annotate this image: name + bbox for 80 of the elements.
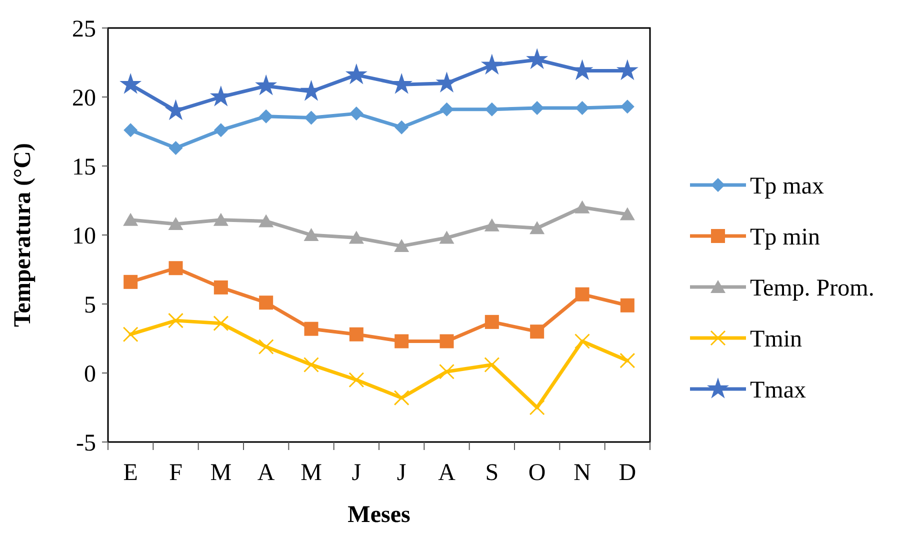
- y-axis-title: Temperatura (°C): [10, 142, 36, 328]
- point: [304, 322, 318, 336]
- legend-label: Tmax: [750, 377, 806, 404]
- y-tick-label: 0: [84, 361, 96, 388]
- point: [530, 101, 544, 116]
- point: [259, 296, 274, 310]
- point: [348, 372, 364, 388]
- x-axis-title: Meses: [348, 502, 410, 528]
- x-tick-label: J: [352, 460, 362, 486]
- point: [124, 274, 138, 289]
- point: [575, 101, 590, 116]
- y-tick-label: 20: [72, 85, 96, 112]
- point: [620, 352, 636, 368]
- point: [349, 106, 364, 121]
- y-tick-label: 15: [72, 154, 96, 180]
- point: [168, 141, 183, 156]
- point: [484, 356, 500, 372]
- x-tick-label: M: [300, 460, 322, 486]
- x-tick-label: J: [396, 460, 406, 486]
- point: [349, 327, 364, 342]
- x-tick-label: M: [210, 460, 232, 486]
- point: [345, 63, 368, 84]
- x-tick-label: A: [257, 460, 276, 486]
- point: [440, 334, 454, 348]
- point: [258, 214, 274, 228]
- point: [394, 334, 409, 348]
- point: [124, 123, 138, 138]
- legend-label: Tp min: [750, 224, 820, 250]
- x-tick-label: A: [438, 460, 456, 486]
- point: [214, 280, 228, 294]
- point: [530, 324, 544, 339]
- point: [574, 334, 590, 350]
- point: [304, 228, 319, 241]
- point: [574, 200, 590, 214]
- point: [259, 109, 274, 124]
- point: [168, 312, 184, 328]
- point: [348, 230, 364, 244]
- point: [620, 100, 634, 114]
- point: [120, 73, 142, 94]
- point: [439, 364, 454, 380]
- point: [440, 102, 454, 116]
- point: [526, 48, 548, 70]
- point: [616, 59, 638, 80]
- legend-label: Tp max: [750, 173, 824, 200]
- point: [394, 120, 409, 134]
- point: [304, 356, 319, 372]
- point: [484, 314, 499, 329]
- point: [529, 400, 545, 416]
- point: [620, 298, 634, 312]
- point: [620, 207, 635, 220]
- point: [255, 74, 278, 96]
- point: [439, 230, 454, 244]
- point: [304, 110, 318, 125]
- point: [122, 326, 138, 342]
- point: [394, 390, 410, 406]
- legend-label: Temp. Prom.: [750, 275, 874, 302]
- x-tick-label: E: [123, 460, 138, 486]
- point: [575, 287, 590, 302]
- point: [480, 54, 503, 75]
- point: [168, 216, 184, 230]
- point: [168, 261, 183, 276]
- x-tick-label: S: [485, 460, 499, 486]
- point: [484, 218, 500, 232]
- y-tick-label: 10: [72, 223, 96, 250]
- point: [123, 212, 138, 226]
- y-tick-label: -5: [76, 430, 96, 456]
- x-tick-label: O: [528, 460, 546, 486]
- point: [394, 239, 410, 252]
- legend-label: Tmin: [750, 326, 802, 352]
- x-tick-label: D: [618, 460, 636, 486]
- point: [258, 339, 274, 355]
- point: [530, 221, 545, 234]
- point: [213, 316, 229, 332]
- x-tick-label: F: [169, 460, 182, 486]
- point: [214, 123, 228, 138]
- y-tick-label: 5: [84, 292, 96, 318]
- point: [213, 212, 228, 226]
- point: [484, 102, 499, 116]
- x-tick-label: N: [574, 460, 591, 486]
- y-tick-label: 25: [72, 16, 96, 42]
